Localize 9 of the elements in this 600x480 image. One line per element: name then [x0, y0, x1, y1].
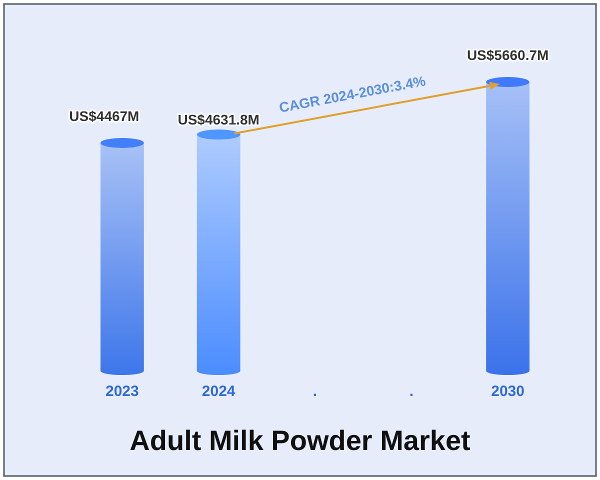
- x-tick-label: .: [312, 383, 318, 400]
- data-label: US$5660.7M: [466, 47, 549, 63]
- x-tick-label: 2023: [106, 383, 139, 400]
- text: Adult Milk Powder Market: [130, 425, 470, 456]
- x-tick-label: 2024: [202, 383, 236, 400]
- x-tick-label: 2030: [491, 383, 524, 400]
- data-label: US$4631.8M: [178, 112, 260, 128]
- data-label: US$4467M: [69, 108, 140, 124]
- x-tick-label: .: [409, 383, 414, 400]
